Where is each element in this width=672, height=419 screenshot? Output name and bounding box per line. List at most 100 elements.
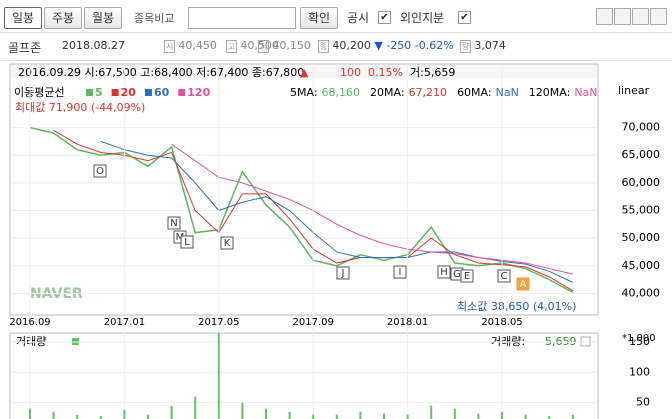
volume-bar: [430, 405, 433, 419]
summary-row: 골프존 2018.08.27 시 40,450 고 40,500 저 40,150 종…: [0, 33, 672, 61]
x-tick-label: 2017.01: [104, 317, 145, 328]
legend-label: 5: [95, 86, 103, 99]
legend-label: 20: [121, 86, 137, 99]
ma-label: 20MA:: [370, 86, 405, 99]
bar-change: 100: [340, 66, 361, 79]
marker-box: [460, 269, 474, 283]
marker-label: H: [440, 267, 448, 278]
low-wrap: 저 40,150: [258, 39, 311, 53]
marker-box: [220, 236, 234, 250]
month-button[interactable]: 월봉: [84, 7, 122, 29]
price-plot: [10, 126, 598, 294]
brand: NAVER: [30, 286, 83, 302]
low-label: 저: [258, 40, 270, 53]
disclosure-checkbox[interactable]: ✔: [378, 11, 391, 24]
volume-bar: [241, 402, 244, 419]
tool-icon[interactable]: [614, 8, 631, 25]
chart: 2016.09.29 시:67,500 고:68,400 저:67,400 종:…: [9, 63, 661, 419]
ma-line: [29, 126, 574, 293]
bar-change-pct: 0.15%: [368, 66, 403, 79]
volume-bar: [29, 408, 31, 419]
legend-swatch: [144, 89, 152, 96]
bar-volume: 거:5,659: [410, 66, 455, 79]
tool-icon[interactable]: [632, 8, 649, 25]
volume-bar: [147, 414, 149, 419]
scale-label: linear: [618, 84, 650, 97]
y-tick-label: 50,000: [622, 231, 661, 244]
legend-label: 120: [187, 86, 210, 99]
volume-bar: [194, 396, 197, 419]
volume-bar: [548, 415, 551, 419]
open-value: 40,450: [178, 39, 217, 52]
volume-bar: [571, 414, 574, 419]
volume-bar: [288, 411, 291, 419]
disclosure-label: 공시: [347, 11, 370, 25]
volume-value: 3,074: [474, 39, 506, 52]
marker-label: N: [170, 218, 177, 229]
volume-bar: [52, 411, 55, 419]
marker-box: [180, 235, 194, 249]
open: 시 40,450: [164, 39, 217, 53]
close-label: 종: [318, 40, 330, 53]
confirm-button[interactable]: 확인: [300, 7, 338, 29]
x-tick-label: 2017.05: [198, 317, 239, 328]
ma-label: 60MA:: [457, 86, 492, 99]
volume-bar: [265, 408, 267, 419]
compare-input[interactable]: [188, 7, 296, 29]
marker-box: [167, 216, 181, 230]
close-volume[interactable]: [580, 336, 591, 347]
marker-label: G: [453, 269, 461, 280]
legend-swatch: [178, 89, 186, 96]
ma-legend-title: 이동평균선: [14, 86, 65, 99]
y-tick-label: 60,000: [622, 176, 661, 189]
volume-bar: [99, 415, 102, 419]
foreign-checkbox[interactable]: ✔: [458, 11, 471, 24]
marker-label: O: [96, 166, 104, 177]
volume-plot: [10, 333, 598, 419]
y-tick-label: 45,000: [622, 259, 661, 272]
max-label: 최대값 71,900 (-44,09%): [15, 101, 145, 114]
volume-bar: [383, 413, 385, 419]
volume-bar: [453, 408, 456, 419]
x-tick-label: 2018.01: [387, 317, 428, 328]
legend-swatch: [111, 89, 119, 96]
y-tick-label: 40,000: [622, 286, 661, 299]
stock-name: 골프존: [8, 41, 42, 55]
volume-bar: [217, 333, 220, 419]
legend-swatch: [86, 89, 93, 96]
ma-value: NaN: [574, 86, 597, 99]
x-tick-label: 2018.05: [481, 317, 522, 328]
volume-title: 거래량: [16, 335, 46, 348]
marker-label: I: [399, 267, 402, 278]
foreign-label: 외인지분: [400, 11, 445, 25]
volume-bar: [170, 405, 173, 419]
volume-bar: [524, 414, 527, 419]
bar-info: 2016.09.29 시:67,500 고:68,400 저:67,400 종:…: [18, 66, 304, 79]
marker-box: [93, 164, 107, 178]
info-bar: [11, 65, 597, 78]
y-tick-label: 150: [629, 335, 650, 348]
volume-bar: [76, 414, 79, 419]
bar-up-arrow: ▲: [300, 66, 309, 79]
ma-value: NaN: [496, 86, 519, 99]
y-tick-label: 100: [629, 365, 650, 378]
ma-label: 5MA:: [290, 86, 318, 99]
marker-box: [497, 269, 511, 283]
tool-icon[interactable]: [650, 8, 667, 25]
tool-icon[interactable]: [596, 8, 613, 25]
volume-bar: [335, 414, 338, 419]
volume-bar: [359, 411, 362, 419]
marker-label: C: [501, 271, 508, 282]
y-tick-label: 70,000: [622, 121, 661, 134]
close-value: 40,200: [332, 39, 371, 52]
marker-box: [437, 265, 451, 279]
close: 종 40,200 ▼ -250 -0.62%: [318, 39, 454, 53]
day-button[interactable]: 일봉: [4, 7, 42, 29]
change: ▼ -250 -0.62%: [374, 39, 454, 52]
legend-label: 60: [154, 86, 170, 99]
marker-label: J: [341, 268, 345, 279]
week-button[interactable]: 주봉: [44, 7, 82, 29]
y-tick-label: 50: [636, 396, 650, 409]
change-pct: -0.62%: [414, 39, 454, 52]
x-tick-label: 2016.09: [9, 317, 50, 328]
